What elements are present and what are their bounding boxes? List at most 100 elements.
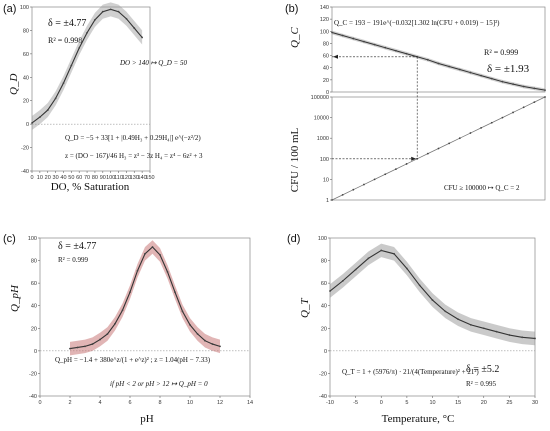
- x-tick-label: 120: [122, 175, 131, 181]
- data-point: [512, 111, 514, 114]
- data-point: [329, 290, 331, 292]
- data-point: [480, 74, 482, 77]
- data-point: [121, 309, 124, 312]
- data-point: [341, 34, 344, 37]
- data-point: [395, 168, 397, 171]
- y-tick-label: 10: [323, 177, 329, 183]
- formula-d: Q_T = 1 + (5976/π) · 21/(4(Temperature)²…: [342, 368, 479, 376]
- formula-a-1: Q_D = −5 + 33[1 + |0.49H₃ + 0.29H₄|] e^(…: [65, 134, 201, 142]
- plot-frame: [31, 6, 151, 172]
- data-point: [384, 46, 387, 49]
- data-point: [352, 37, 355, 40]
- y-axis-label-b-bottom: CFU / 100 mL: [289, 127, 301, 192]
- y-tick-label: 20: [321, 326, 327, 332]
- x-tick-label: 10: [187, 400, 193, 406]
- data-point: [109, 8, 112, 11]
- x-tick-label: 25: [506, 400, 512, 406]
- data-point: [354, 268, 357, 271]
- r2-b: R² = 0.999: [484, 48, 518, 57]
- plot-frame: [39, 237, 251, 397]
- data-point: [101, 10, 104, 13]
- y-axis-label-d: Q_T: [299, 298, 311, 318]
- arrow-head: [333, 54, 338, 59]
- data-point: [204, 339, 206, 342]
- data-point: [46, 109, 49, 111]
- data-point: [508, 334, 511, 336]
- x-tick-label: 110: [114, 175, 123, 181]
- y-tick-label: 100: [20, 5, 29, 11]
- data-point: [94, 18, 96, 21]
- x-axis-label-d: Temperature, °C: [382, 413, 455, 425]
- data-point: [501, 80, 504, 83]
- data-point: [86, 31, 88, 34]
- delta-b: δ = ±1.93: [487, 63, 530, 75]
- x-tick-label: 130: [130, 175, 139, 181]
- data-point: [458, 137, 461, 140]
- data-point: [166, 270, 169, 273]
- data-point: [418, 284, 421, 287]
- x-tick-label: -10: [326, 400, 334, 406]
- data-point: [133, 27, 136, 29]
- panel-b: (b) Q_C CFU / 100 mL Q_C = 193 − 191e^(−…: [285, 3, 546, 204]
- data-point: [405, 52, 408, 55]
- y-tick-label: -40: [29, 394, 37, 400]
- data-point: [341, 193, 344, 196]
- data-point: [331, 199, 333, 201]
- data-point: [76, 346, 79, 349]
- x-tick-label: 150: [145, 175, 154, 181]
- data-point: [533, 101, 536, 104]
- y-tick-label: 40: [321, 304, 327, 310]
- x-tick-label: 60: [76, 175, 82, 181]
- formula-c-1: Q_pH = −1.4 + 380e^z/(1 + e^z)² ; z = 1.…: [55, 356, 211, 364]
- y-tick-label: 140: [320, 5, 329, 11]
- x-tick-label: 12: [217, 400, 223, 406]
- x-tick-label: 20: [45, 175, 51, 181]
- panel-d: (d) Q_T Temperature, °C Q_T = 1 + (5976/…: [287, 233, 538, 425]
- data-point: [522, 85, 525, 88]
- confidence-band: [32, 2, 143, 131]
- y-tick-label: 20: [323, 78, 329, 84]
- formula-b: Q_C = 193 − 191e^(−0.032[1.302 ln(CFU + …: [334, 19, 500, 27]
- y-tick-label: -20: [29, 371, 37, 377]
- y-tick-label: 80: [31, 259, 37, 265]
- r2-d: R² = 0.995: [466, 380, 496, 388]
- data-point: [431, 299, 434, 301]
- confidence-band: [70, 240, 220, 356]
- r2-c: R² = 0.999: [58, 256, 88, 264]
- x-tick-label: 90: [100, 175, 106, 181]
- x-tick-label: 4: [98, 400, 101, 406]
- formula-c-2: if pH < 2 or pH > 12 ↦ Q_pH = 0: [110, 380, 208, 388]
- y-tick-label: 80: [323, 41, 329, 47]
- panel-label-b: (b): [285, 3, 298, 15]
- data-point: [70, 64, 73, 67]
- y-tick-label: 40: [323, 66, 329, 72]
- data-point: [144, 252, 146, 255]
- x-tick-label: -5: [353, 400, 358, 406]
- formula-a-2: z = (DO − 167)/46 H₃ = z³ − 3z H₄ = z⁴ −…: [65, 152, 203, 160]
- data-point: [84, 345, 86, 348]
- x-axis-label-c: pH: [140, 413, 154, 425]
- y-tick-label: 0: [26, 122, 29, 128]
- confidence-band: [330, 243, 535, 346]
- x-tick-label: 30: [53, 175, 59, 181]
- x-tick-label: 8: [158, 400, 161, 406]
- data-point: [62, 82, 65, 85]
- data-point: [544, 89, 546, 92]
- y-tick-label: 60: [31, 281, 37, 287]
- data-point: [69, 347, 71, 350]
- x-tick-label: 100: [106, 175, 115, 181]
- x-tick-label: 15: [455, 400, 461, 406]
- y-tick-label: 20: [23, 99, 29, 105]
- y-tick-label: 80: [321, 259, 327, 265]
- y-tick-label: 1: [326, 198, 329, 204]
- panel-label-c: (c): [3, 233, 16, 245]
- data-point: [91, 343, 94, 345]
- data-point: [373, 178, 376, 181]
- y-tick-label: 0: [34, 349, 37, 355]
- y-tick-label: -40: [21, 169, 29, 175]
- data-point: [437, 62, 440, 65]
- x-tick-label: 5: [405, 400, 408, 406]
- data-point: [54, 97, 57, 100]
- data-point: [159, 254, 161, 256]
